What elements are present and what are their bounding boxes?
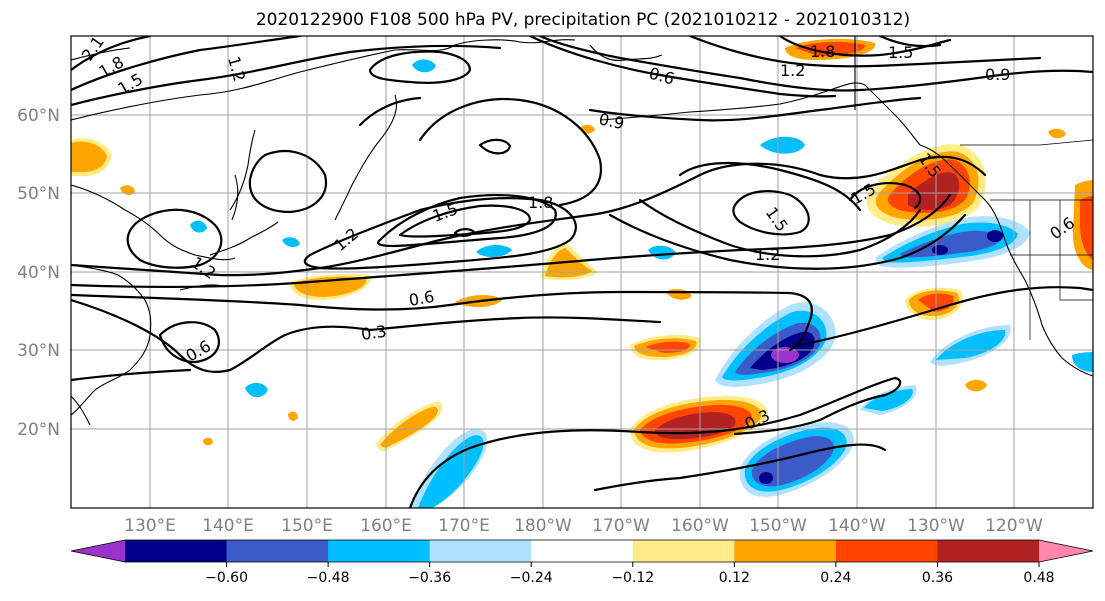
lon-label: 140°W bbox=[828, 516, 886, 536]
precip-negative-area bbox=[245, 382, 268, 398]
colorbar-segment bbox=[429, 540, 532, 562]
lon-label: 120°W bbox=[985, 516, 1043, 536]
contour-label: 1.5 bbox=[888, 43, 913, 62]
coastlines bbox=[71, 36, 1093, 426]
colorbar-segment bbox=[328, 540, 431, 562]
precip-negative-area bbox=[418, 435, 484, 508]
colorbar-extend-max bbox=[1039, 540, 1093, 562]
precip-negative-area bbox=[936, 330, 1006, 360]
precip-negative-area bbox=[1072, 352, 1093, 372]
colorbar-tick-label: 0.12 bbox=[719, 570, 750, 586]
precip-positive-area bbox=[288, 411, 298, 421]
contour-label: 1.8 bbox=[810, 42, 835, 61]
lon-label: 160°E bbox=[360, 516, 412, 536]
colorbar-tick-label: 0.36 bbox=[922, 570, 953, 586]
precip-negative-area bbox=[760, 136, 805, 154]
precip-positive-area bbox=[380, 406, 438, 448]
pv-contours bbox=[71, 36, 1093, 508]
precip-shading bbox=[71, 38, 1093, 508]
colorbar-tick-label: −0.36 bbox=[408, 570, 451, 586]
colorbar-tick-label: −0.48 bbox=[307, 570, 350, 586]
colorbar-extend-min bbox=[71, 540, 125, 562]
contour-label: 1.2 bbox=[780, 61, 805, 80]
precip-positive-area bbox=[965, 379, 987, 392]
precip-negative-area bbox=[190, 220, 207, 233]
colorbar-segment bbox=[226, 540, 329, 562]
lon-label: 150°W bbox=[749, 516, 807, 536]
precip-negative-area bbox=[932, 245, 948, 255]
contour-label: 0.9 bbox=[985, 65, 1010, 84]
colorbar-segment bbox=[125, 540, 228, 562]
lat-label: 30°N bbox=[17, 341, 60, 361]
lat-label: 50°N bbox=[17, 184, 60, 204]
lon-label: 140°E bbox=[202, 516, 254, 536]
precip-positive-area bbox=[1048, 128, 1066, 139]
colorbar-segment bbox=[937, 540, 1040, 562]
lat-label: 60°N bbox=[17, 106, 60, 126]
precip-negative-area bbox=[412, 59, 436, 73]
lon-label: 180°W bbox=[514, 516, 572, 536]
map-frame bbox=[70, 35, 1094, 509]
lon-label: 170°E bbox=[438, 516, 490, 536]
lat-label: 20°N bbox=[17, 420, 60, 440]
lon-label: 130°E bbox=[124, 516, 176, 536]
precip-negative-area bbox=[900, 230, 1002, 258]
colorbar-segment bbox=[531, 540, 634, 562]
map-panel: 2.1 1.8 1.5 1.2 1.8 1.5 1.2 0.6 0.9 0.9 … bbox=[70, 35, 1094, 509]
precip-negative-area bbox=[771, 347, 799, 363]
colorbar-segment bbox=[632, 540, 735, 562]
lon-label: 130°W bbox=[907, 516, 965, 536]
precip-positive-area bbox=[795, 41, 866, 56]
contour-label: 0.9 bbox=[597, 109, 626, 133]
contour-label: 1.2 bbox=[755, 245, 780, 264]
precip-positive-area bbox=[1080, 196, 1093, 260]
contour-label: 0.3 bbox=[360, 322, 388, 344]
precip-negative-area bbox=[751, 436, 834, 487]
precip-negative-area bbox=[476, 244, 512, 258]
colorbar-tick-label: 0.48 bbox=[1023, 570, 1054, 586]
colorbar-tick-label: 0.24 bbox=[820, 570, 851, 586]
colorbar-segment bbox=[835, 540, 938, 562]
longitude-labels: 130°E 140°E 150°E 160°E 170°E 180°W 170°… bbox=[124, 516, 1043, 536]
lon-label: 150°E bbox=[281, 516, 333, 536]
precip-negative-area bbox=[987, 230, 1003, 242]
lon-label: 170°W bbox=[592, 516, 650, 536]
colorbar: −0.60 −0.48 −0.36 −0.24 −0.12 0.12 0.24 0.36 0.4… bbox=[70, 539, 1094, 586]
precip-positive-area bbox=[203, 437, 213, 446]
precip-negative-area bbox=[759, 472, 773, 484]
lon-label: 160°W bbox=[671, 516, 729, 536]
gridlines bbox=[71, 36, 1093, 508]
precip-negative-area bbox=[282, 237, 300, 248]
contour-label: 1.8 bbox=[528, 193, 553, 212]
map-title: 2020122900 F108 500 hPa PV, precipitatio… bbox=[256, 10, 910, 30]
lat-label: 40°N bbox=[17, 263, 60, 283]
colorbar-tick-label: −0.24 bbox=[510, 570, 553, 586]
latitude-labels: 60°N 50°N 40°N 30°N 20°N bbox=[17, 106, 60, 440]
precip-negative-area bbox=[864, 389, 913, 411]
colorbar-tick-label: −0.60 bbox=[205, 570, 248, 586]
contour-label: 0.6 bbox=[407, 287, 435, 310]
colorbar-segment bbox=[734, 540, 837, 562]
precip-positive-area bbox=[71, 141, 107, 173]
colorbar-tick-label: −0.12 bbox=[611, 570, 654, 586]
colorbar-outline bbox=[70, 539, 1094, 563]
political-borders bbox=[960, 139, 1093, 340]
